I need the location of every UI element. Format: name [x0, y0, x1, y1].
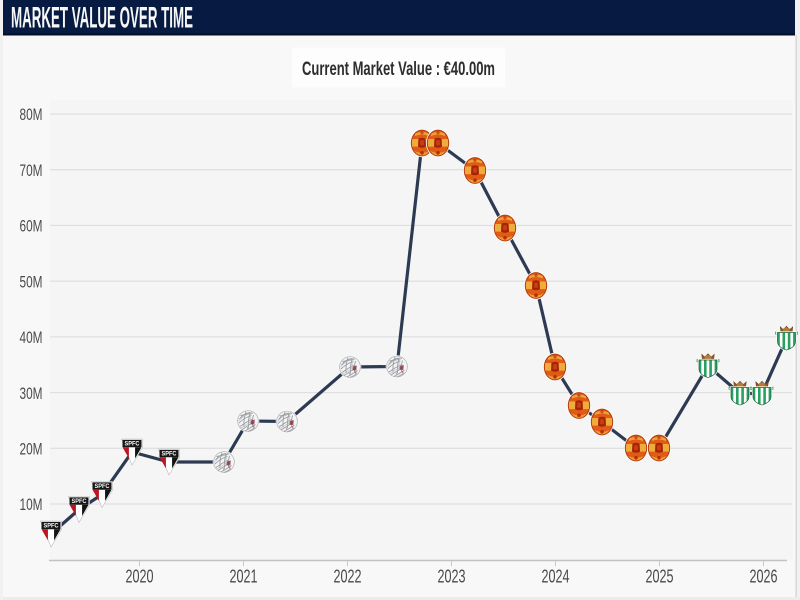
- svg-text:2023: 2023: [438, 567, 466, 587]
- svg-text:2021: 2021: [230, 567, 258, 587]
- svg-text:MARKET VALUE OVER TIME: MARKET VALUE OVER TIME: [11, 2, 193, 35]
- svg-text:80M: 80M: [20, 105, 43, 124]
- svg-text:60M: 60M: [20, 217, 43, 236]
- svg-text:70M: 70M: [20, 161, 43, 180]
- svg-text:2026: 2026: [750, 567, 778, 587]
- svg-text:2022: 2022: [334, 567, 362, 587]
- svg-text:10M: 10M: [20, 495, 43, 514]
- svg-text:Current Market Value : €40.00m: Current Market Value : €40.00m: [302, 58, 495, 80]
- svg-text:20M: 20M: [20, 440, 43, 459]
- svg-text:30M: 30M: [20, 384, 43, 403]
- svg-text:2025: 2025: [646, 567, 674, 587]
- svg-text:40M: 40M: [20, 328, 43, 347]
- svg-text:2024: 2024: [542, 567, 570, 587]
- svg-text:2020: 2020: [126, 567, 154, 587]
- svg-text:50M: 50M: [20, 272, 43, 291]
